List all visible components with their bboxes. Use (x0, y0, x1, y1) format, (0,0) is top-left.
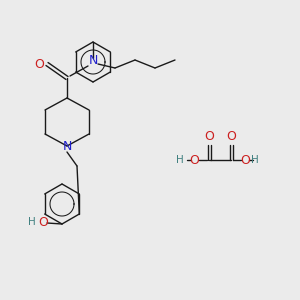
Text: O: O (189, 154, 199, 166)
Text: O: O (204, 130, 214, 143)
Text: O: O (38, 215, 48, 229)
Text: H: H (176, 155, 184, 165)
Text: O: O (226, 130, 236, 143)
Text: H: H (28, 217, 36, 227)
Text: N: N (88, 53, 98, 67)
Text: N: N (62, 140, 72, 152)
Text: O: O (34, 58, 44, 71)
Text: O: O (240, 154, 250, 166)
Text: H: H (251, 155, 259, 165)
